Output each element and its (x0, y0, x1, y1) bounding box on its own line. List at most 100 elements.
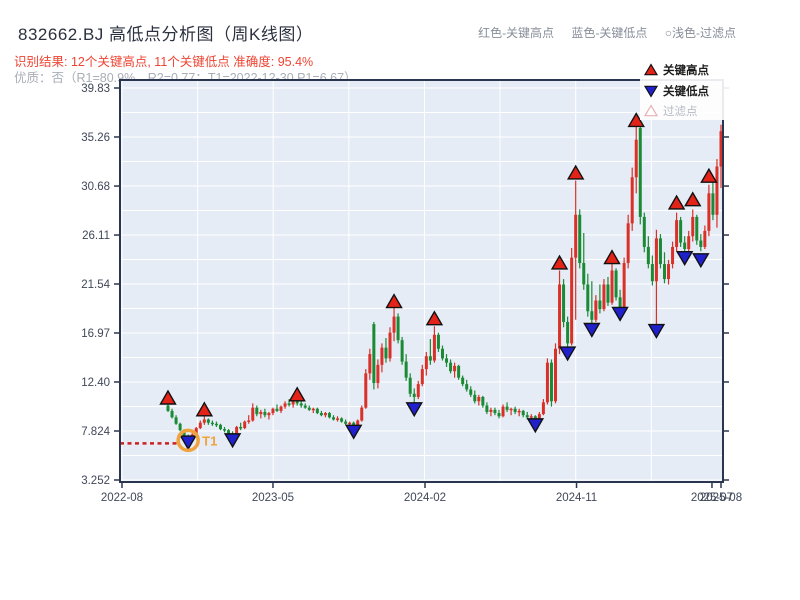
candle (360, 405, 364, 422)
candle (485, 402, 489, 415)
candle (469, 386, 473, 397)
candles-layer (166, 124, 723, 442)
key-high-marker (288, 386, 306, 402)
hint-key-low: 蓝色-关键低点 (571, 26, 648, 40)
candle (174, 415, 178, 425)
candle (311, 407, 315, 414)
legend-item-key-high[interactable]: 关键高点 (643, 63, 709, 77)
candle (683, 236, 687, 253)
candle (218, 423, 222, 431)
filtered-legend-icon (643, 104, 659, 117)
t1-label: T1 (202, 433, 217, 448)
key-high-marker (627, 112, 645, 128)
candle (214, 421, 218, 427)
candle (505, 402, 509, 412)
candle (327, 411, 331, 419)
x-tick-label: 2024-02 (404, 492, 446, 504)
candle (509, 407, 513, 416)
hint-filtered: ○浅色-过滤点 (664, 26, 736, 40)
key-high-marker (425, 310, 444, 326)
candle (247, 415, 251, 424)
key-high-marker (667, 194, 686, 210)
key-low-marker (405, 402, 423, 418)
candle (634, 125, 638, 194)
candle (436, 332, 440, 352)
candle (453, 362, 457, 378)
key-low-marker (179, 435, 197, 451)
legend-item-filtered[interactable]: 过滤点 (643, 104, 698, 118)
candle (570, 248, 574, 346)
candle (545, 358, 549, 405)
candle (283, 401, 287, 409)
candle (259, 409, 263, 419)
candle (566, 316, 570, 349)
key-low-marker (223, 433, 242, 449)
y-tick-label: 21.54 (81, 279, 110, 291)
key-high-marker (195, 401, 214, 417)
candle (404, 354, 408, 381)
candle (440, 345, 444, 361)
key-low-marker (611, 306, 629, 322)
candle (477, 394, 481, 406)
candle (586, 273, 590, 317)
candle (392, 308, 396, 342)
y-tick-label: 30.68 (81, 181, 110, 193)
x-tick-label: 2025-07 (691, 492, 733, 504)
candle (412, 388, 416, 404)
candle (331, 415, 335, 421)
color-hint-line: 红色-关键高点 蓝色-关键低点 ○浅色-过滤点 (464, 24, 736, 41)
candle (457, 364, 461, 380)
x-tick-label: 2025-08 (700, 492, 742, 504)
candle (558, 270, 562, 355)
candle (497, 409, 501, 419)
key-low-marker (583, 322, 601, 338)
candle (408, 373, 412, 397)
candle (279, 405, 283, 414)
candle (473, 390, 477, 404)
key-low-marker (675, 250, 694, 267)
key-low-marker (558, 346, 577, 362)
t1-annotation: T1 (176, 428, 217, 453)
candle (432, 326, 436, 363)
candle (428, 339, 432, 365)
candle (368, 348, 372, 380)
candle (416, 380, 420, 400)
candle (323, 411, 327, 418)
candle (703, 225, 707, 250)
candle (675, 212, 679, 252)
candle (255, 405, 259, 417)
candle (267, 411, 271, 420)
y-tick-label: 16.97 (81, 328, 110, 340)
candle (271, 407, 275, 416)
key-high-marker (159, 389, 177, 405)
key-low-marker (647, 323, 666, 339)
x-tick-label: 2022-08 (101, 492, 143, 504)
candle (521, 409, 525, 418)
candle (554, 343, 558, 404)
candle (396, 313, 400, 344)
candle (340, 417, 344, 423)
key-high-marker (550, 254, 569, 270)
candle (707, 184, 711, 237)
candle (622, 257, 626, 310)
candle (582, 232, 586, 290)
key-high-marker (684, 191, 702, 207)
y-tick-label: 12.40 (81, 377, 110, 389)
candle (662, 252, 666, 284)
candle (315, 407, 319, 415)
candle (590, 281, 594, 325)
key-low-marker (526, 418, 545, 434)
candle (251, 403, 255, 422)
y-tick-label: 3.252 (81, 475, 110, 487)
candle (202, 415, 206, 425)
candle (376, 359, 380, 389)
candle (380, 343, 384, 373)
legend-item-key-low[interactable]: 关键低点 (643, 84, 709, 98)
candle (235, 425, 239, 435)
candle (493, 407, 497, 416)
candle (384, 338, 388, 363)
candle (307, 405, 311, 411)
candle (691, 209, 695, 242)
candle (679, 216, 683, 247)
candle (299, 401, 303, 408)
